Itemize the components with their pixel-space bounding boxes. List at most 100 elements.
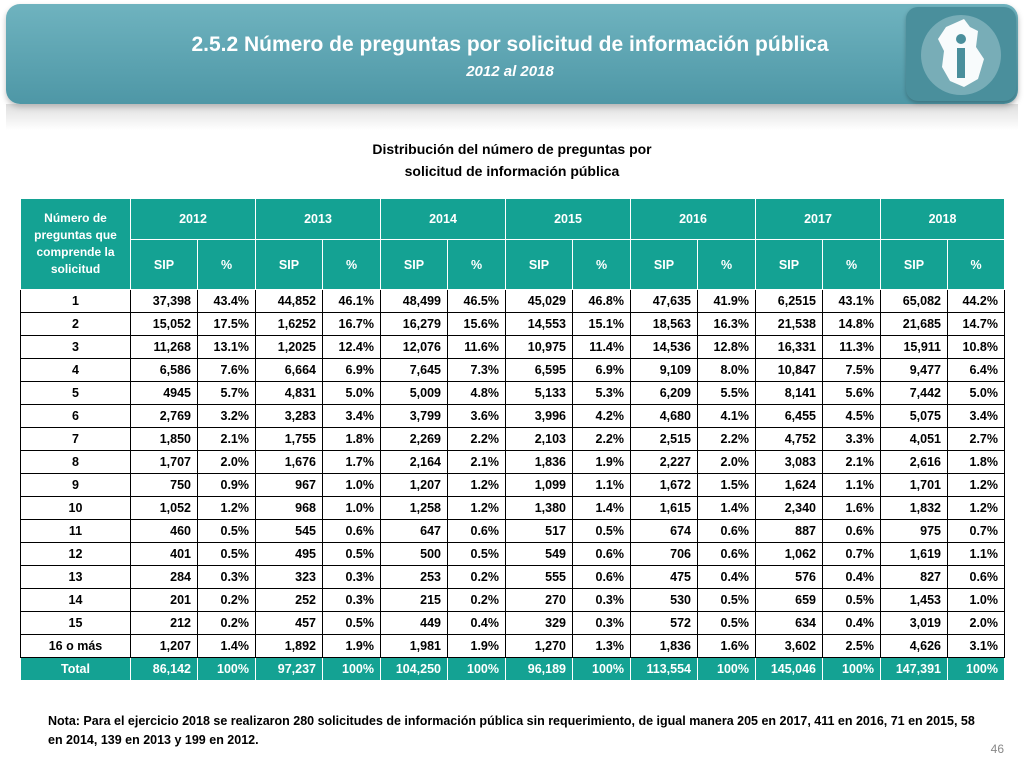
percent-cell: 41.9% xyxy=(697,289,756,313)
sip-cell: 4945 xyxy=(130,381,198,405)
page-title: 2.5.2 Número de preguntas por solicitud … xyxy=(191,33,829,56)
info-building-logo-icon xyxy=(906,7,1016,101)
percent-header: % xyxy=(697,239,756,290)
sip-cell: 1,062 xyxy=(755,542,823,566)
percent-cell: 1.4% xyxy=(697,496,756,520)
sip-header: SIP xyxy=(630,239,698,290)
sip-cell: 8,141 xyxy=(755,381,823,405)
percent-cell: 0.5% xyxy=(322,542,381,566)
sip-cell: 323 xyxy=(255,565,323,589)
questions-per-request-table: Número de preguntas que comprende la sol… xyxy=(20,198,1005,681)
percent-cell: 2.0% xyxy=(697,450,756,474)
page-subtitle: 2012 al 2018 xyxy=(466,63,554,80)
sip-cell: 270 xyxy=(505,588,573,612)
percent-cell: 0.5% xyxy=(322,611,381,635)
sip-cell: 3,083 xyxy=(755,450,823,474)
sip-cell: 2,227 xyxy=(630,450,698,474)
table-row: 4 6,586 7.6% 6,664 6.9% 7,645 7.3% 6,595 6.9% 9,1… xyxy=(20,358,1005,382)
sip-cell: 674 xyxy=(630,519,698,543)
row-label: 16 o más xyxy=(20,634,131,658)
percent-cell: 3.6% xyxy=(447,404,506,428)
sip-cell: 555 xyxy=(505,565,573,589)
row-label: 2 xyxy=(20,312,131,336)
percent-cell: 1.7% xyxy=(322,450,381,474)
sip-cell: 475 xyxy=(630,565,698,589)
sip-cell: 3,996 xyxy=(505,404,573,428)
percent-cell: 1.2% xyxy=(947,496,1005,520)
table-row: 5 4945 5.7% 4,831 5.0% 5,009 4.8% 5,133 5.3% 6,20… xyxy=(20,381,1005,405)
percent-cell: 2.5% xyxy=(822,634,881,658)
sip-cell: 1,2025 xyxy=(255,335,323,359)
year-header: 2015 xyxy=(505,198,631,240)
sip-cell: 2,103 xyxy=(505,427,573,451)
percent-cell: 3.3% xyxy=(822,427,881,451)
percent-cell: 14.8% xyxy=(822,312,881,336)
sip-cell: 47,635 xyxy=(630,289,698,313)
sip-cell: 517 xyxy=(505,519,573,543)
sip-cell: 1,701 xyxy=(880,473,948,497)
percent-cell: 0.6% xyxy=(572,542,631,566)
sip-cell: 6,2515 xyxy=(755,289,823,313)
sip-cell: 21,538 xyxy=(755,312,823,336)
percent-cell: 4.8% xyxy=(447,381,506,405)
percent-cell: 100% xyxy=(197,657,256,681)
sip-cell: 549 xyxy=(505,542,573,566)
percent-cell: 0.4% xyxy=(822,565,881,589)
percent-cell: 2.0% xyxy=(197,450,256,474)
sip-cell: 6,664 xyxy=(255,358,323,382)
sip-cell: 1,676 xyxy=(255,450,323,474)
sip-cell: 15,911 xyxy=(880,335,948,359)
percent-cell: 0.4% xyxy=(447,611,506,635)
table-row: 13 284 0.3% 323 0.3% 253 0.2% 555 0.6% 475 0.4% 576… xyxy=(20,565,1005,589)
row-label: 11 xyxy=(20,519,131,543)
sip-cell: 12,076 xyxy=(380,335,448,359)
table-row: 10 1,052 1.2% 968 1.0% 1,258 1.2% 1,380 1.4% 1,61… xyxy=(20,496,1005,520)
sip-cell: 329 xyxy=(505,611,573,635)
sip-cell: 6,586 xyxy=(130,358,198,382)
percent-cell: 0.6% xyxy=(822,519,881,543)
row-label: 12 xyxy=(20,542,131,566)
percent-cell: 2.2% xyxy=(572,427,631,451)
sip-cell: 212 xyxy=(130,611,198,635)
percent-cell: 0.4% xyxy=(697,565,756,589)
sip-cell: 827 xyxy=(880,565,948,589)
row-label: 13 xyxy=(20,565,131,589)
percent-cell: 0.5% xyxy=(572,519,631,543)
percent-cell: 0.6% xyxy=(572,565,631,589)
sip-cell: 215 xyxy=(380,588,448,612)
row-label: 6 xyxy=(20,404,131,428)
sip-cell: 6,595 xyxy=(505,358,573,382)
table-row: 8 1,707 2.0% 1,676 1.7% 2,164 2.1% 1,836 1.9% 2,2… xyxy=(20,450,1005,474)
sip-cell: 7,645 xyxy=(380,358,448,382)
sip-cell: 1,619 xyxy=(880,542,948,566)
percent-cell: 0.2% xyxy=(197,588,256,612)
sip-cell: 576 xyxy=(755,565,823,589)
percent-cell: 1.3% xyxy=(572,634,631,658)
table-row: 16 o más 1,207 1.4% 1,892 1.9% 1,981 1.9% 1,270… xyxy=(20,634,1005,658)
row-label: 5 xyxy=(20,381,131,405)
sip-cell: 4,626 xyxy=(880,634,948,658)
page-number: 46 xyxy=(990,742,1004,756)
title-banner xyxy=(6,4,1018,104)
row-label: 14 xyxy=(20,588,131,612)
sip-cell: 104,250 xyxy=(380,657,448,681)
sip-cell: 1,836 xyxy=(630,634,698,658)
percent-cell: 15.6% xyxy=(447,312,506,336)
sip-cell: 1,624 xyxy=(755,473,823,497)
table-row: 7 1,850 2.1% 1,755 1.8% 2,269 2.2% 2,103 2.2% 2,5… xyxy=(20,427,1005,451)
sip-cell: 253 xyxy=(380,565,448,589)
percent-cell: 43.4% xyxy=(197,289,256,313)
percent-cell: 0.5% xyxy=(822,588,881,612)
sip-cell: 1,099 xyxy=(505,473,573,497)
sip-cell: 401 xyxy=(130,542,198,566)
sip-cell: 9,477 xyxy=(880,358,948,382)
percent-cell: 0.5% xyxy=(447,542,506,566)
percent-cell: 1.9% xyxy=(572,450,631,474)
sip-cell: 10,847 xyxy=(755,358,823,382)
percent-cell: 100% xyxy=(447,657,506,681)
percent-cell: 1.8% xyxy=(322,427,381,451)
sip-cell: 2,269 xyxy=(380,427,448,451)
row-label: 10 xyxy=(20,496,131,520)
percent-cell: 3.2% xyxy=(197,404,256,428)
sip-cell: 1,755 xyxy=(255,427,323,451)
